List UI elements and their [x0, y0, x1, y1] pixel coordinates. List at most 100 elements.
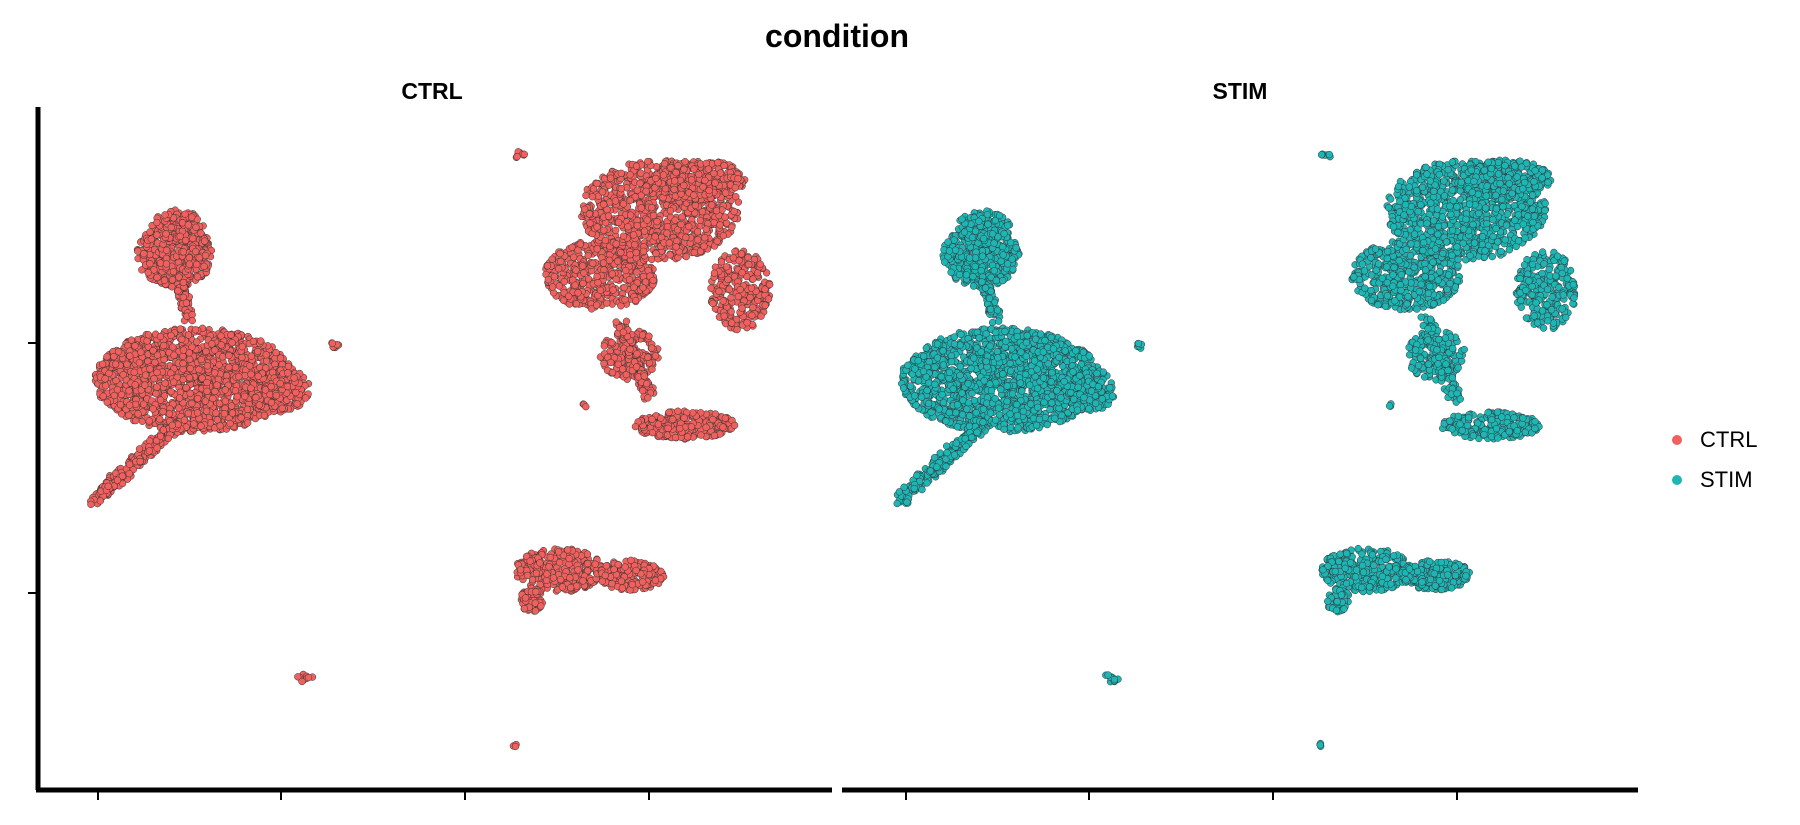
point: [233, 393, 241, 401]
point: [643, 216, 651, 224]
point: [584, 251, 592, 260]
point: [707, 284, 715, 292]
point: [636, 179, 644, 187]
point: [642, 187, 650, 195]
point: [244, 419, 252, 427]
point: [178, 335, 186, 343]
point: [543, 262, 552, 270]
point: [690, 165, 698, 173]
point: [756, 260, 764, 268]
point: [252, 393, 260, 402]
point: [586, 219, 594, 227]
point: [549, 574, 558, 582]
point: [194, 394, 202, 403]
point: [98, 360, 107, 368]
point: [713, 237, 721, 245]
point: [134, 410, 142, 418]
point: [593, 301, 601, 309]
point: [211, 346, 219, 354]
point: [593, 223, 601, 231]
point: [618, 365, 627, 373]
point: [135, 359, 144, 367]
point: [683, 433, 692, 441]
point: [702, 225, 710, 233]
point: [116, 401, 125, 409]
point: [262, 357, 271, 365]
point: [709, 415, 717, 424]
point: [649, 276, 657, 285]
point: [724, 275, 732, 284]
point: [663, 223, 672, 231]
point: [231, 363, 240, 372]
point: [736, 285, 744, 294]
point: [228, 409, 237, 417]
point: [611, 197, 620, 205]
point: [576, 240, 584, 248]
point: [687, 423, 696, 431]
point: [665, 239, 673, 247]
point: [180, 416, 189, 424]
point: [716, 221, 724, 229]
point: [113, 386, 122, 394]
point: [167, 331, 175, 340]
point: [572, 300, 581, 308]
point: [247, 352, 255, 360]
point: [637, 204, 645, 212]
point: [131, 381, 139, 389]
point: [612, 275, 620, 283]
point: [165, 410, 174, 418]
point: [617, 169, 625, 177]
point: [631, 296, 640, 305]
point: [555, 558, 564, 567]
point: [729, 254, 737, 262]
point: [733, 325, 741, 334]
point: [160, 341, 168, 350]
point: [648, 255, 656, 264]
point: [705, 186, 713, 195]
point: [632, 249, 640, 257]
point: [680, 165, 688, 173]
point: [654, 420, 662, 428]
point: [555, 265, 563, 273]
point: [710, 269, 719, 277]
point: [701, 176, 709, 185]
point: [131, 400, 140, 409]
point: [546, 553, 554, 562]
point: [638, 331, 647, 339]
point: [125, 411, 133, 419]
point: [247, 384, 255, 392]
point: [633, 222, 641, 230]
point: [168, 283, 176, 291]
point: [639, 284, 647, 292]
point: [594, 279, 602, 287]
point: [211, 387, 219, 396]
point: [651, 352, 660, 360]
point: [201, 397, 210, 405]
point: [217, 332, 225, 340]
point: [570, 253, 578, 261]
point: [227, 402, 236, 410]
point: [202, 347, 210, 356]
point: [601, 236, 610, 245]
point: [99, 392, 107, 400]
point: [548, 255, 556, 263]
point: [225, 351, 233, 360]
point: [699, 183, 707, 191]
point: [211, 369, 219, 377]
point: [125, 387, 133, 395]
point: [608, 368, 617, 377]
point: [550, 273, 559, 281]
point: [631, 241, 639, 249]
point: [197, 422, 205, 430]
point: [730, 207, 738, 216]
point: [179, 359, 187, 368]
point: [193, 409, 202, 417]
point: [744, 253, 752, 262]
point: [545, 563, 553, 571]
point: [543, 570, 551, 578]
point: [276, 379, 284, 388]
point: [625, 276, 634, 284]
point: [604, 212, 613, 220]
point: [748, 311, 756, 320]
point: [712, 207, 721, 215]
